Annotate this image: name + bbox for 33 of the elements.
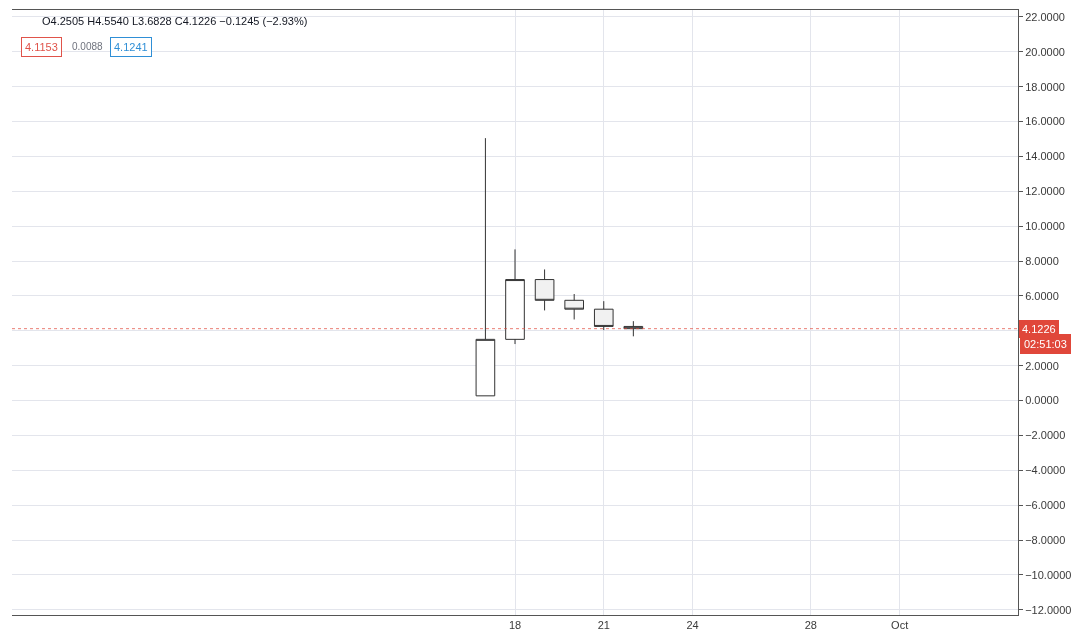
y-tick-label: −12.0000: [1025, 603, 1072, 616]
y-tick-label: 6.0000: [1025, 289, 1059, 302]
y-tick-label: 10.0000: [1025, 220, 1065, 233]
candlestick: [505, 248, 525, 345]
annotation: 4.1241: [114, 41, 148, 53]
y-tick-label: 2.0000: [1025, 359, 1059, 372]
candlestick: [534, 268, 555, 311]
text: 02:51:03: [1024, 338, 1067, 350]
candlestick: [564, 293, 584, 320]
y-tick-label: −4.0000: [1025, 464, 1066, 477]
y-tick-label: 20.0000: [1025, 45, 1065, 58]
y-tick-label: 18.0000: [1025, 80, 1065, 93]
x-tick-label: 18: [508, 619, 522, 632]
x-tick-label: Oct: [891, 619, 909, 632]
y-tick-label: −8.0000: [1025, 533, 1066, 546]
annotation: 0.0088: [72, 41, 104, 52]
ref-line-label: 4.1226: [1022, 323, 1056, 335]
y-tick-label: 12.0000: [1025, 185, 1065, 198]
x-tick-label: 28: [804, 619, 818, 632]
x-tick-label: 21: [597, 619, 610, 632]
y-tick-label: −10.0000: [1025, 568, 1072, 581]
x-tick-label: 24: [686, 619, 699, 632]
y-tick-label: 16.0000: [1025, 115, 1065, 128]
y-tick-label: 8.0000: [1025, 254, 1059, 267]
y-tick-label: −6.0000: [1025, 499, 1066, 512]
annotation: 4.1153: [25, 41, 58, 53]
annotation: O4.2505 H4.5540 L3.6828 C4.1226 −0.1245 (−2.93%): [42, 15, 308, 27]
y-tick-label: 22.0000: [1025, 10, 1065, 23]
candlestick: [475, 137, 496, 397]
y-tick-label: 0.0000: [1025, 394, 1059, 407]
y-tick-label: 14.0000: [1025, 150, 1065, 163]
candlestick: [593, 300, 614, 331]
y-tick-label: −2.0000: [1025, 429, 1066, 442]
